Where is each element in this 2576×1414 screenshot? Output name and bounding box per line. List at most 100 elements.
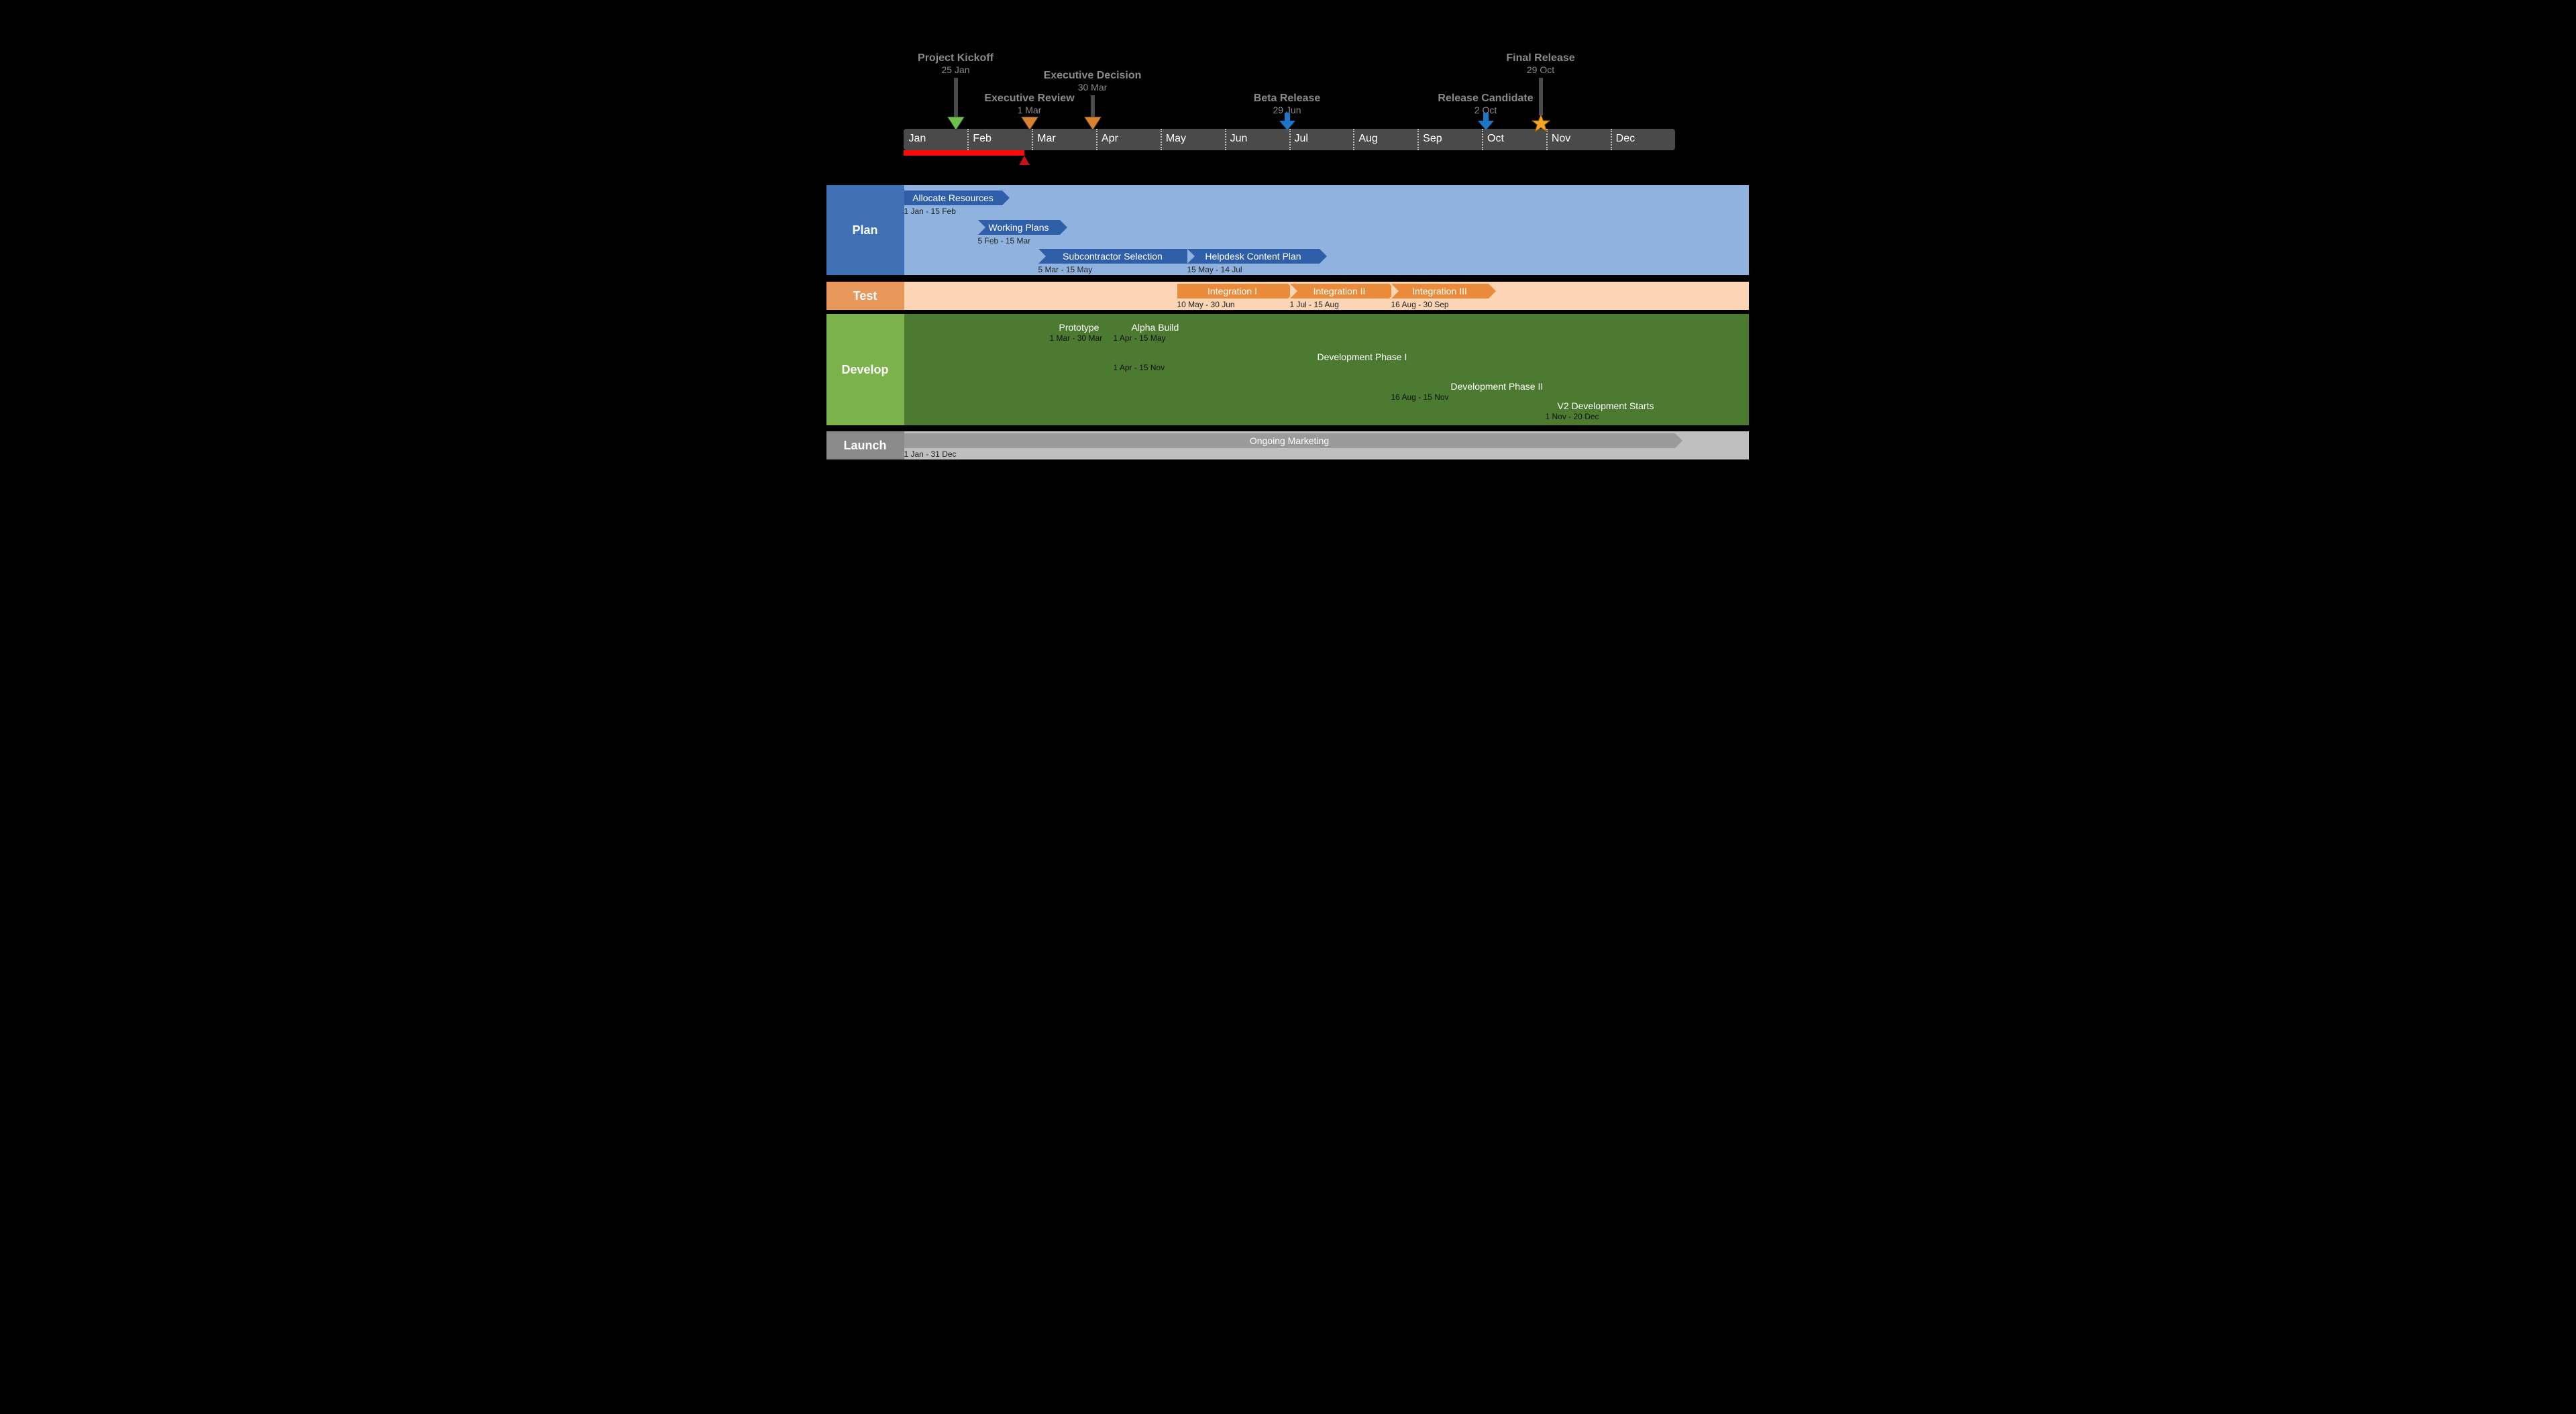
milestone-marker [1084,117,1102,130]
milestone-stem [1091,95,1095,117]
task-label: Development Phase II [1451,381,1544,392]
task-label: Development Phase I [1318,351,1407,362]
task-label: Integration II [1313,286,1366,296]
task-dates: 16 Aug - 15 Nov [1391,392,1449,402]
swimlane-develop: Develop Prototype1 Mar - 30 Mar Alpha Buil… [826,314,1749,425]
task-dates: 1 Apr - 15 Nov [1114,363,1165,372]
task-dates: 1 Mar - 30 Mar [1050,333,1103,343]
task-label: Ongoing Marketing [1250,435,1329,446]
month-label: May [1166,133,1186,145]
month-label: Aug [1358,133,1377,145]
month-label: Jan [909,133,926,145]
task-label: Allocate Resources [912,193,994,203]
month-label: Jun [1230,133,1248,145]
task-bar: Working Plans [978,220,1060,235]
task-dates: 1 Apr - 15 May [1114,333,1166,343]
milestone-marker [1478,113,1494,130]
milestone-marker [947,117,965,130]
swimlane-launch: Launch Ongoing Marketing 1 Jan - 31 Dec [826,431,1749,459]
month-divider [1032,129,1033,150]
task-notch [1290,284,1297,298]
task-bar: Ongoing Marketing [904,433,1675,448]
swimlane-header: Test [826,282,904,310]
milestone-stem [954,78,958,117]
month-label: Mar [1037,133,1056,145]
milestone-date: 25 Jan [889,64,1023,75]
month-divider [1611,129,1612,150]
task-label: Subcontractor Selection [1063,251,1163,262]
swimlane-body: Ongoing Marketing 1 Jan - 31 Dec [904,431,1749,459]
milestone-marker [1279,113,1295,130]
today-marker [1019,156,1030,165]
task-bar: Integration I [1177,284,1288,298]
task-bar: Allocate Resources [904,191,1002,205]
swimlane-header: Plan [826,185,904,275]
task-dates: 10 May - 30 Jun [1177,300,1235,309]
milestone-marker [1021,117,1038,130]
task-label: Alpha Build [1132,322,1179,333]
task-dates: 5 Feb - 15 Mar [978,236,1031,246]
milestone-date: 30 Mar [1026,82,1160,93]
swimlane-plan: Plan Allocate Resources 1 Jan - 15 Feb Work… [826,185,1749,275]
task-label: Integration III [1412,286,1467,296]
task-notch [1187,249,1195,264]
task-dates: 15 May - 14 Jul [1187,265,1242,274]
task-dates: 1 Jan - 15 Feb [904,207,956,216]
month-axis: Jan Feb Mar Apr May Jun Jul Aug Sep Oct Nov Dec [904,129,1675,150]
task-dates: 5 Mar - 15 May [1038,265,1093,274]
swimlane-body: Prototype1 Mar - 30 MarAlpha Build1 Apr … [904,314,1749,425]
task-dates: 1 Jul - 15 Aug [1290,300,1339,309]
task-notch [978,220,985,235]
timeline-canvas: Jan Feb Mar Apr May Jun Jul Aug Sep Oct Nov Dec Proj… [783,0,1794,525]
month-divider [1161,129,1162,150]
milestone-title: Final Release [1474,52,1608,64]
swimlane-body: Integration I 10 May - 30 Jun Integration … [904,282,1749,310]
task-bar: Integration III [1391,284,1489,298]
milestone-marker [1532,114,1550,133]
chevron-icon [1489,284,1496,298]
month-label: Oct [1487,133,1504,145]
task-dates: 1 Nov - 20 Dec [1546,412,1599,421]
task-label: Working Plans [988,222,1049,233]
month-divider [1225,129,1226,150]
month-divider [1289,129,1291,150]
month-divider [967,129,969,150]
month-divider [1482,129,1483,150]
swimlane-header: Launch [826,431,904,459]
task-notch [1038,249,1046,264]
chevron-icon [1002,191,1010,205]
task-dates: 1 Jan - 31 Dec [904,449,957,459]
task-label: Integration I [1208,286,1257,296]
milestone-date: 29 Oct [1474,64,1608,75]
milestone-date: 1 Mar [963,105,1097,115]
month-label: Nov [1552,133,1570,145]
month-label: Dec [1616,133,1635,145]
month-label: Feb [973,133,991,145]
chevron-icon [1320,249,1327,264]
task-label: Prototype [1059,322,1099,333]
month-label: Jul [1295,133,1308,145]
month-divider [1096,129,1097,150]
milestone-title: Executive Review [963,93,1097,105]
milestone-title: Release Candidate [1419,93,1553,105]
task-bar: Helpdesk Content Plan [1187,249,1320,264]
milestone-stem [1539,78,1543,115]
task-dates: 16 Aug - 30 Sep [1391,300,1449,309]
milestone-title: Project Kickoff [889,52,1023,64]
month-divider [1417,129,1419,150]
swimlane-header: Develop [826,314,904,425]
swimlane-body: Allocate Resources 1 Jan - 15 Feb Working … [904,185,1749,275]
task-label: Helpdesk Content Plan [1205,251,1301,262]
month-label: Sep [1423,133,1442,145]
chevron-icon [1675,433,1682,448]
milestone-title: Beta Release [1220,93,1354,105]
task-notch [1391,284,1399,298]
task-bar: Subcontractor Selection [1038,249,1187,264]
chevron-icon [1060,220,1067,235]
milestone-title: Executive Decision [1026,70,1160,82]
task-bar: Integration II [1290,284,1389,298]
task-label: V2 Development Starts [1558,400,1654,411]
month-divider [1353,129,1354,150]
today-progress-bar [904,150,1024,156]
month-label: Apr [1102,133,1118,145]
